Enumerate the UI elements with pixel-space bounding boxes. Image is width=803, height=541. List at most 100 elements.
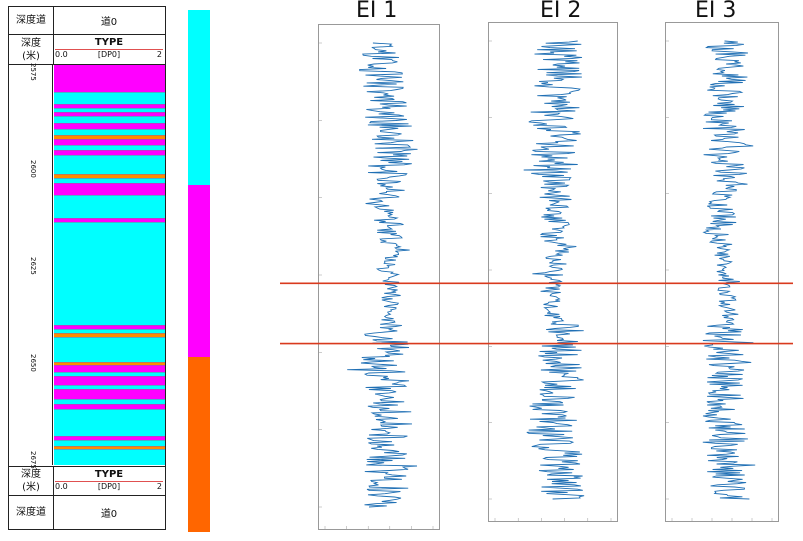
depth-tick-label: 2575: [29, 62, 37, 81]
bed-boundary: [54, 116, 165, 118]
bed-boundary: [54, 408, 165, 410]
bed-boundary: [54, 218, 165, 220]
bed-boundary: [54, 329, 165, 331]
bed-boundary: [54, 435, 165, 437]
facies-bed: [54, 371, 165, 376]
bed-boundary: [54, 403, 165, 405]
facies-bed: [54, 403, 165, 409]
facies-bed: [54, 138, 165, 145]
facies-bed: [54, 385, 165, 390]
facies-type-track: [54, 65, 165, 465]
facies-bed: [54, 195, 165, 219]
bed-boundary: [54, 123, 165, 125]
bed-boundary: [54, 183, 165, 185]
zone-segment: [188, 10, 210, 185]
type-curve-header: TYPE 0.0 [DP0] 2: [53, 35, 165, 64]
facies-bed: [54, 123, 165, 130]
facies-bed: [54, 144, 165, 151]
facies-bed: [54, 408, 165, 436]
facies-bed: [54, 325, 165, 330]
bed-boundary: [54, 375, 165, 377]
facies-bed: [54, 329, 165, 333]
track-header-bottom: 深度道 道0: [9, 496, 165, 529]
bed-boundary: [54, 103, 165, 105]
facies-bed: [54, 65, 165, 93]
facies-bed: [54, 111, 165, 117]
bed-boundary: [54, 195, 165, 197]
bed-boundary: [54, 173, 165, 175]
bed-boundary: [54, 389, 165, 391]
facies-bed: [54, 435, 165, 440]
facies-bed: [54, 134, 165, 139]
facies-bed: [54, 177, 165, 184]
well-log-track-panel: 深度道 道0 深度 (米) TYPE 0.0 [DP0] 2 2575 2600 2…: [8, 6, 166, 530]
type-header: 深度 (米) TYPE 0.0 [DP0] 2: [9, 35, 165, 65]
type-curve-scale-line: [55, 49, 163, 50]
depth-track-label-bottom: 深度道: [9, 496, 54, 529]
ei-trace-line: [347, 42, 418, 508]
bed-boundary: [54, 448, 165, 450]
track-label-bottom: 道0: [100, 509, 118, 520]
ei3-plot-frame: [665, 22, 779, 522]
type-curve-title-footer: TYPE: [94, 469, 124, 480]
bed-boundary: [54, 144, 165, 146]
bed-boundary: [54, 92, 165, 94]
ei-trace-plot: [489, 40, 612, 521]
ei-trace-plot: [319, 42, 434, 529]
bed-boundary: [54, 385, 165, 387]
bed-boundary: [54, 364, 165, 366]
bed-boundary: [54, 222, 165, 224]
track-label: 道0: [100, 17, 118, 28]
facies-bed: [54, 332, 165, 337]
facies-bed: [54, 389, 165, 399]
type-curve-footer: TYPE 0.0 [DP0] 2: [53, 467, 165, 495]
bed-boundary: [54, 150, 165, 152]
type-scale-max-footer: 2: [156, 482, 162, 491]
ei1-plot-frame: [318, 24, 440, 530]
bed-boundary: [54, 445, 165, 447]
type-scale-min-footer: 0.0: [55, 482, 68, 491]
depth-tick-label: 2625: [29, 257, 37, 275]
bed-boundary: [54, 332, 165, 334]
facies-bed: [54, 92, 165, 104]
type-curve-title: TYPE: [94, 37, 124, 48]
type-footer: 深度 (米) TYPE 0.0 [DP0] 2: [9, 466, 165, 496]
bed-boundary: [54, 111, 165, 113]
facies-bed: [54, 375, 165, 386]
bed-boundary: [54, 177, 165, 179]
facies-bed: [54, 173, 165, 178]
facies-bed: [54, 448, 165, 465]
facies-bed: [54, 108, 165, 112]
bed-boundary: [54, 138, 165, 140]
bed-boundary: [54, 439, 165, 441]
type-scale-min: 0.0: [55, 50, 68, 59]
facies-bed: [54, 103, 165, 109]
facies-bed: [54, 364, 165, 372]
bed-boundary: [54, 134, 165, 136]
depth-column: 2575 2600 2625 2650 2675: [9, 62, 53, 469]
bed-boundary: [54, 371, 165, 373]
zone-color-bar: [188, 10, 210, 532]
facies-bed: [54, 155, 165, 174]
facies-bed: [54, 445, 165, 449]
bed-boundary: [54, 398, 165, 400]
facies-bed: [54, 222, 165, 326]
facies-bed: [54, 439, 165, 446]
bed-boundary: [54, 362, 165, 364]
bed-boundary: [54, 108, 165, 110]
bed-boundary: [54, 325, 165, 327]
facies-bed: [54, 116, 165, 124]
type-scale-max: 2: [156, 50, 162, 59]
type-curve-name: [DP0]: [97, 50, 121, 59]
facies-bed: [54, 129, 165, 135]
depth-tick-label: 2650: [29, 354, 37, 372]
bed-boundary: [54, 155, 165, 157]
ei-trace-line: [702, 40, 756, 500]
ei2-title: EI 2: [540, 0, 582, 23]
ei3-title: EI 3: [695, 0, 737, 23]
facies-bed: [54, 398, 165, 404]
bed-boundary: [54, 129, 165, 131]
depth-unit-label-footer: 深度 (米): [9, 467, 54, 495]
ei1-title: EI 1: [356, 0, 398, 23]
facies-bed: [54, 362, 165, 365]
